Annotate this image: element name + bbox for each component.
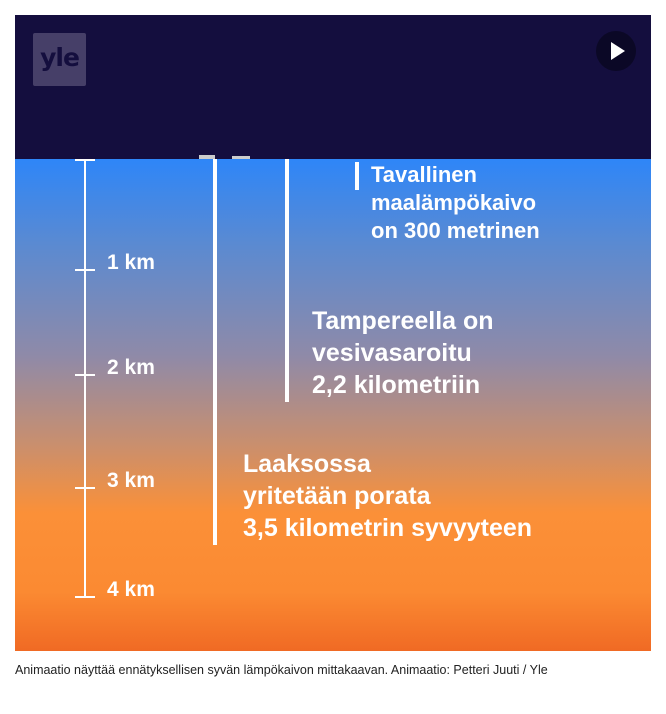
label-line: maalämpökaivo (371, 190, 537, 216)
scale-label: 3 km (107, 469, 155, 492)
label-line: on 300 metrinen (371, 218, 540, 244)
scale-tick-0 (75, 159, 95, 161)
scale-label: 4 km (107, 578, 155, 601)
scale-tick-3 (75, 487, 95, 489)
scale-label: 2 km (107, 356, 155, 379)
label-line: 3,5 kilometrin syvyyteen (243, 514, 533, 542)
label-line: yritetään porata (243, 482, 431, 510)
drill-rig (199, 155, 215, 159)
well-label-300m: Tavallinen maalämpökaivo on 300 metrinen (371, 161, 540, 245)
play-button[interactable] (596, 31, 636, 71)
drill-rig-small (232, 156, 250, 159)
scale-tick-4 (75, 596, 95, 598)
well-line-2-2km (285, 159, 289, 402)
caption: Animaatio näyttää ennätyksellisen syvän … (15, 663, 548, 677)
depth-scale-line (84, 160, 86, 597)
well-line-300m (355, 162, 359, 190)
label-line: 2,2 kilometriin (312, 371, 481, 399)
yle-logo: yle (33, 33, 86, 86)
scale-tick-2 (75, 374, 95, 376)
well-line-3-5km (213, 159, 217, 545)
label-line: Laaksossa (243, 450, 371, 478)
scale-tick-1 (75, 269, 95, 271)
sky (15, 15, 651, 159)
ground-gradient (15, 159, 651, 651)
scale-label: 1 km (107, 251, 155, 274)
animation-frame: yle 1 km 2 km 3 km 4 km Tavallinen maalä… (15, 15, 651, 651)
label-line: Tavallinen (371, 162, 477, 187)
well-label-3-5km: Laaksossa yritetään porata 3,5 kilometri… (243, 448, 532, 544)
label-line: Tampereella on (312, 307, 494, 335)
label-line: vesivasaroitu (312, 339, 472, 367)
well-label-2-2km: Tampereella on vesivasaroitu 2,2 kilomet… (312, 305, 494, 401)
